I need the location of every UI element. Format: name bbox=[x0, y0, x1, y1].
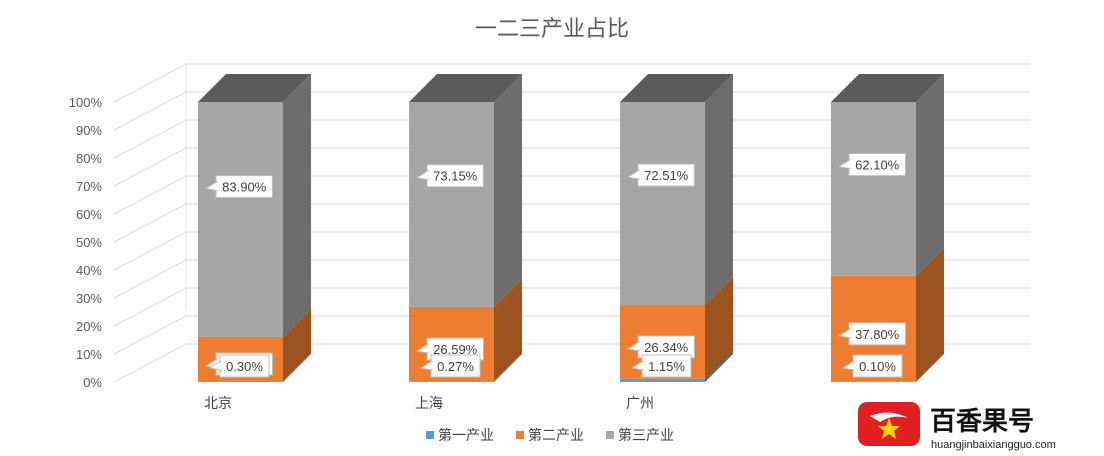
y-tick-label: 90% bbox=[76, 123, 102, 138]
svg-text:第三产业: 第三产业 bbox=[618, 427, 674, 444]
bar-segment bbox=[831, 353, 944, 383]
bar-top bbox=[620, 74, 733, 102]
y-tick-label: 100% bbox=[69, 95, 103, 110]
svg-text:0.30%: 0.30% bbox=[226, 359, 263, 374]
bar-segment bbox=[620, 74, 733, 306]
data-label: 1.15% bbox=[630, 354, 692, 378]
gridline bbox=[113, 63, 1030, 103]
y-tick-label: 70% bbox=[76, 179, 102, 194]
x-category-label: 上海 bbox=[415, 396, 443, 412]
y-tick-label: 0% bbox=[83, 375, 102, 390]
legend-entry: 第三产业 bbox=[606, 427, 674, 444]
svg-text:83.90%: 83.90% bbox=[222, 180, 267, 195]
legend-entry: 第一产业 bbox=[426, 427, 494, 444]
gridline bbox=[113, 91, 1030, 131]
data-label: 0.30% bbox=[208, 354, 270, 378]
bar-segment bbox=[198, 353, 311, 382]
gridlines bbox=[113, 63, 1030, 383]
y-tick-label: 60% bbox=[76, 207, 102, 222]
x-category-label: 广州 bbox=[626, 396, 654, 412]
gridline bbox=[113, 119, 1030, 159]
gridline bbox=[113, 259, 1030, 299]
bar-segment bbox=[620, 350, 733, 382]
x-category-label: 北京 bbox=[204, 396, 232, 412]
y-tick-label: 40% bbox=[76, 263, 102, 278]
watermark: 百香果号 huangjinbaixiangguo.com bbox=[830, 396, 1096, 454]
svg-text:0.27%: 0.27% bbox=[437, 359, 474, 374]
data-label: 83.90% bbox=[204, 175, 273, 199]
gridline bbox=[113, 343, 1030, 383]
y-tick-label: 20% bbox=[76, 319, 102, 334]
y-tick-label: 50% bbox=[76, 235, 102, 250]
gridline bbox=[113, 203, 1030, 243]
svg-text:第一产业: 第一产业 bbox=[438, 427, 494, 444]
watermark-url: huangjinbaixiangguo.com bbox=[931, 439, 1056, 451]
gridline bbox=[113, 231, 1030, 271]
data-label: 72.51% bbox=[626, 163, 695, 187]
data-labels: 83.90%15.80%0.30%73.15%26.59%0.27%72.51%… bbox=[204, 153, 906, 378]
data-label: 73.15% bbox=[415, 164, 484, 188]
gridline bbox=[113, 287, 1030, 327]
data-label: 62.10% bbox=[837, 153, 906, 177]
legend: 第一产业 第二产业 第三产业 bbox=[426, 427, 674, 444]
legend-entry: 第二产业 bbox=[516, 427, 584, 444]
bar-segment bbox=[198, 74, 311, 337]
bar-segment bbox=[831, 74, 944, 276]
chart-title: 一二三产业占比 bbox=[475, 17, 629, 42]
data-label: 0.27% bbox=[419, 354, 481, 378]
svg-text:26.59%: 26.59% bbox=[433, 342, 478, 357]
data-label: 0.10% bbox=[841, 354, 903, 378]
svg-text:26.34%: 26.34% bbox=[644, 340, 689, 355]
y-tick-label: 80% bbox=[76, 151, 102, 166]
gridline bbox=[113, 147, 1030, 187]
x-axis: 北京上海广州深圳 bbox=[204, 396, 865, 412]
data-label: 37.80% bbox=[837, 322, 906, 346]
svg-text:72.51%: 72.51% bbox=[644, 168, 689, 183]
bar-top bbox=[198, 74, 311, 102]
svg-text:62.10%: 62.10% bbox=[855, 158, 900, 173]
svg-text:37.80%: 37.80% bbox=[855, 327, 900, 342]
y-axis: 0% 10% 20% 30% 40% 50% 60% 70% 80% 90% 100% bbox=[69, 95, 103, 390]
bar-segment bbox=[409, 353, 522, 382]
bar-top bbox=[831, 74, 944, 102]
gridline bbox=[113, 315, 1030, 355]
bar-segment bbox=[409, 73, 522, 307]
svg-text:第二产业: 第二产业 bbox=[528, 427, 584, 444]
watermark-text: 百香果号 bbox=[930, 407, 1034, 437]
watermark-logo-icon bbox=[858, 402, 920, 446]
bar-top bbox=[409, 73, 522, 102]
y-tick-label: 30% bbox=[76, 291, 102, 306]
svg-text:0.10%: 0.10% bbox=[859, 359, 896, 374]
gridline bbox=[113, 175, 1030, 215]
y-tick-label: 10% bbox=[76, 347, 102, 362]
svg-text:73.15%: 73.15% bbox=[433, 169, 478, 184]
svg-text:1.15%: 1.15% bbox=[648, 359, 685, 374]
